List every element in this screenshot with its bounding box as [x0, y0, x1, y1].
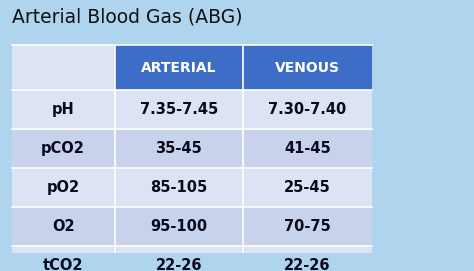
Bar: [115, 207, 243, 246]
Bar: [115, 168, 243, 207]
Text: tCO2: tCO2: [43, 258, 83, 271]
Bar: [243, 168, 372, 207]
Bar: [243, 46, 372, 90]
Text: 22-26: 22-26: [155, 258, 202, 271]
Text: pO2: pO2: [46, 180, 80, 195]
Bar: [115, 129, 243, 168]
Bar: [12, 168, 115, 207]
Bar: [115, 90, 243, 129]
Bar: [12, 207, 115, 246]
Bar: [115, 46, 243, 90]
Text: 7.30-7.40: 7.30-7.40: [268, 102, 347, 117]
Text: ARTERIAL: ARTERIAL: [141, 60, 217, 75]
Text: 95-100: 95-100: [150, 219, 208, 234]
Text: 85-105: 85-105: [150, 180, 208, 195]
Text: O2: O2: [52, 219, 74, 234]
Text: 22-26: 22-26: [284, 258, 331, 271]
Text: pCO2: pCO2: [41, 141, 85, 156]
Text: 7.35-7.45: 7.35-7.45: [140, 102, 218, 117]
Text: VENOUS: VENOUS: [275, 60, 340, 75]
Bar: [243, 129, 372, 168]
Text: pH: pH: [52, 102, 74, 117]
Bar: [12, 129, 115, 168]
Bar: [12, 90, 115, 129]
Text: 70-75: 70-75: [284, 219, 331, 234]
Bar: [243, 90, 372, 129]
Text: Arterial Blood Gas (ABG): Arterial Blood Gas (ABG): [12, 8, 242, 27]
Text: 25-45: 25-45: [284, 180, 331, 195]
Bar: [115, 246, 243, 271]
Bar: [12, 246, 115, 271]
Text: 41-45: 41-45: [284, 141, 331, 156]
Text: 35-45: 35-45: [155, 141, 202, 156]
Bar: [12, 46, 115, 90]
Bar: [243, 207, 372, 246]
Bar: [243, 246, 372, 271]
